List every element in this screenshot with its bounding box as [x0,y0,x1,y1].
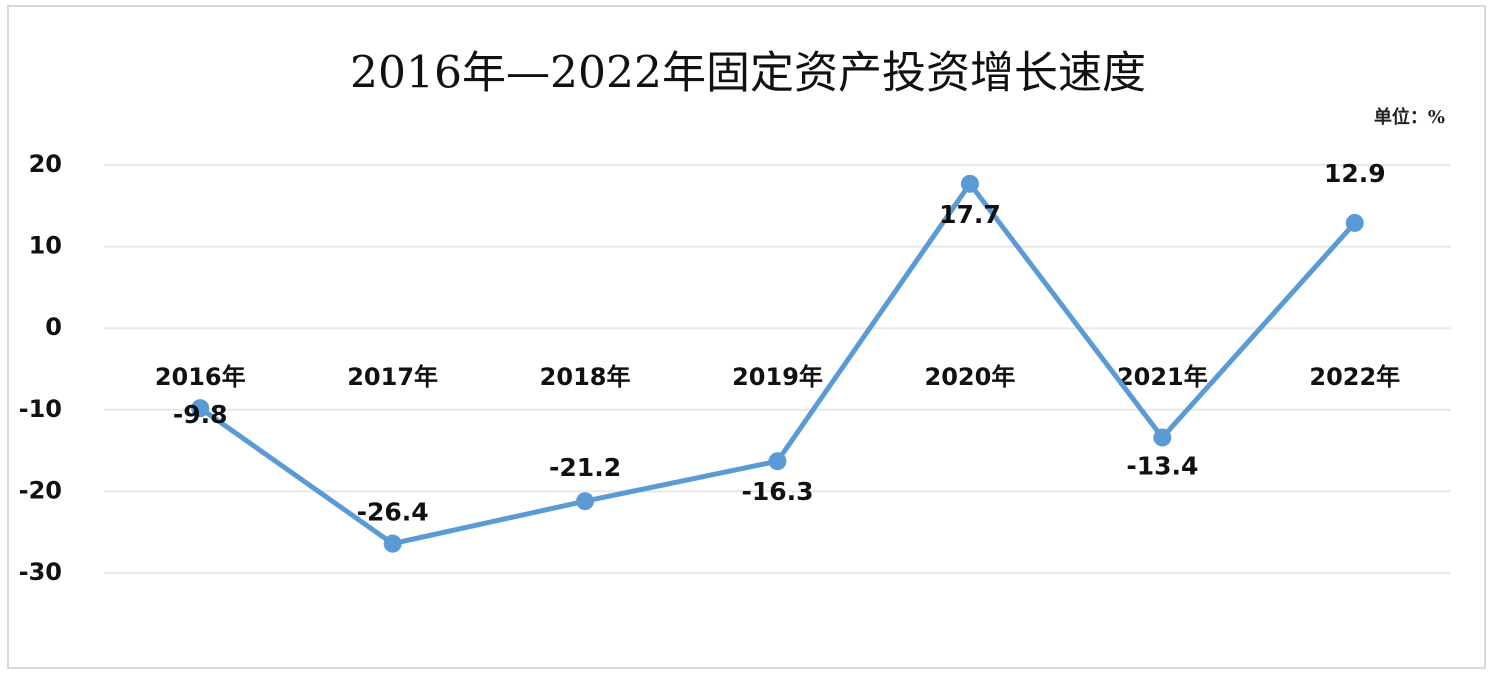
x-tick-label: 2021年 [1117,363,1208,391]
value-label: 12.9 [1324,159,1386,188]
x-tick-label: 2020年 [925,363,1016,391]
y-tick-label: -30 [19,558,62,586]
x-tick-label: 2018年 [540,363,631,391]
x-tick-label: 2019年 [732,363,823,391]
y-tick-label: 10 [29,232,62,260]
value-label: -21.2 [549,453,621,482]
data-point [576,492,595,511]
value-label: -16.3 [741,477,813,506]
data-point [383,534,402,553]
data-point [191,399,210,418]
data-point [768,452,787,471]
y-tick-label: -20 [19,476,62,504]
data-point [960,174,979,193]
data-point [1345,213,1364,232]
x-tick-label: 2022年 [1309,363,1400,391]
y-tick-label: 0 [45,313,62,341]
value-label: -26.4 [357,498,429,527]
value-label: -9.8 [173,400,228,429]
y-tick-label: -10 [19,395,62,423]
value-label: 17.7 [939,200,1001,229]
unit-label: 单位：% [1374,106,1445,128]
value-label: -13.4 [1126,452,1198,481]
x-tick-label: 2016年 [155,363,246,391]
data-point [1153,428,1172,447]
chart-frame [7,5,1486,669]
x-tick-label: 2017年 [347,363,438,391]
chart-title: 2016年—2022年固定资产投资增长速度 [350,48,1146,99]
y-tick-label: 20 [29,150,62,178]
